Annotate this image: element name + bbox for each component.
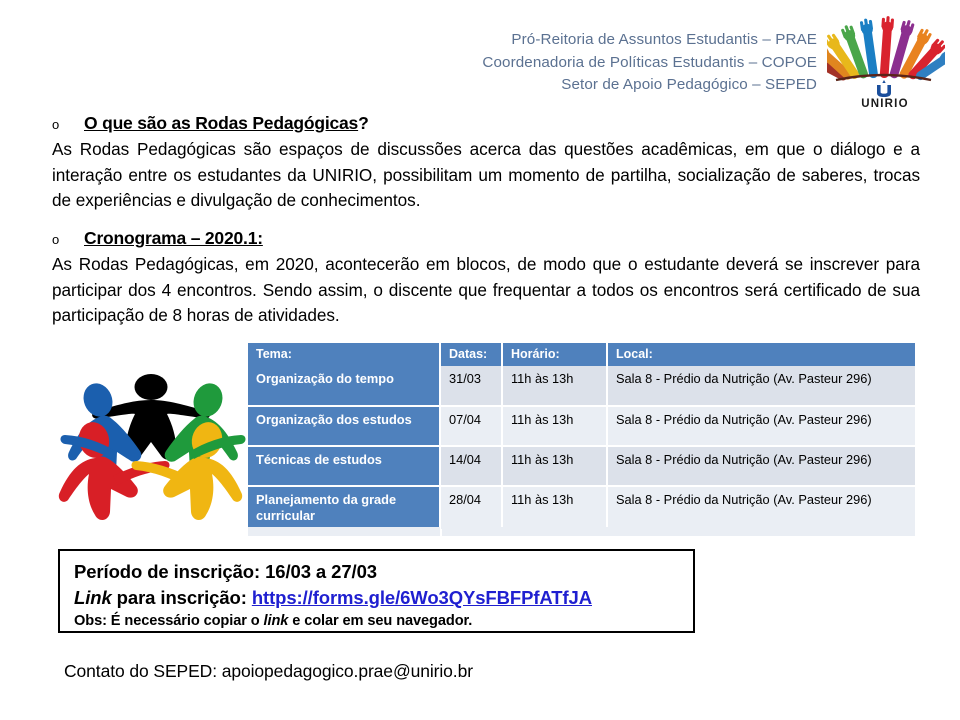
- cell-data: 07/04: [440, 406, 503, 447]
- section-o-que-sao: o O que são as Rodas Pedagógicas? As Rod…: [52, 113, 920, 214]
- contact-line: Contato do SEPED: apoiopedagogico.prae@u…: [64, 661, 473, 681]
- cell-horario: 11h às 13h: [502, 446, 608, 487]
- section2-heading-row: o Cronograma – 2020.1:: [52, 228, 920, 249]
- cell-horario: 11h às 13h: [502, 486, 608, 531]
- cell-data: 14/04: [440, 446, 503, 487]
- cell-local: Sala 8 - Prédio da Nutrição (Av. Pasteur…: [607, 366, 915, 407]
- inscription-obs-italic: link: [263, 613, 289, 629]
- inscription-period-label: Período de inscrição:: [74, 561, 261, 582]
- figure-blue-arm: [60, 435, 117, 459]
- inscription-period-value: 16/03 a 27/03: [265, 561, 377, 582]
- cell-tema: Organização do tempo: [248, 366, 441, 407]
- people-circle-icon: [58, 374, 246, 521]
- unirio-wordmark: UNIRIO: [861, 98, 908, 110]
- header-org-titles: Pró-Reitoria de Assuntos Estudantis – PR…: [482, 14, 827, 97]
- unirio-logo: UNIRIO: [827, 14, 945, 110]
- cell-tema: Organização dos estudos: [248, 406, 441, 447]
- col-header-local: Local:: [607, 343, 915, 366]
- table-row: Organização dos estudos 07/04 11h às 13h…: [248, 406, 915, 447]
- people-circle-illustration: [55, 358, 250, 533]
- header-line-prae: Pró-Reitoria de Assuntos Estudantis – PR…: [511, 31, 817, 48]
- section2-paragraph: As Rodas Pedagógicas, em 2020, acontecer…: [52, 254, 920, 325]
- section1-heading: O que são as Rodas Pedagógicas?: [84, 113, 369, 134]
- header-line-copoe: Coordenadoria de Políticas Estudantis – …: [482, 53, 817, 71]
- cell-tema: Técnicas de estudos: [248, 446, 441, 487]
- inscription-link-label-italic: Link: [74, 587, 112, 608]
- section2-heading-underlined: Cronograma – 2020.1:: [84, 228, 263, 248]
- col-header-datas: Datas:: [440, 343, 503, 366]
- table-row: Planejamento da grade curricular 28/04 1…: [248, 486, 915, 531]
- table-bottom-strip: [248, 527, 915, 536]
- header-line-seped: Setor de Apoio Pedagógico – SEPED: [561, 76, 817, 93]
- inscription-obs-pre: Obs: É necessário copiar o: [74, 613, 264, 629]
- inscription-obs-post: e colar em seu navegador.: [288, 613, 473, 629]
- cell-local: Sala 8 - Prédio da Nutrição (Av. Pasteur…: [607, 406, 915, 447]
- inscription-link-label-rest: para inscrição:: [111, 587, 247, 608]
- table-bottom-strip-left: [248, 527, 440, 536]
- cell-tema: Planejamento da grade curricular: [248, 486, 441, 531]
- table-header-row: Tema: Datas: Horário: Local:: [248, 343, 915, 366]
- cell-horario: 11h às 13h: [502, 366, 608, 407]
- section2-heading: Cronograma – 2020.1:: [84, 228, 263, 249]
- table-bottom-strip-right: [442, 527, 915, 536]
- section1-heading-row: o O que são as Rodas Pedagógicas?: [52, 113, 920, 134]
- cell-horario: 11h às 13h: [502, 406, 608, 447]
- table-row: Técnicas de estudos 14/04 11h às 13h Sal…: [248, 446, 915, 487]
- bullet-icon: o: [52, 232, 60, 247]
- section1-paragraph: As Rodas Pedagógicas são espaços de disc…: [52, 139, 920, 210]
- figure-green-arm: [189, 435, 246, 459]
- inscription-period-line: Período de inscrição: 16/03 a 27/03: [74, 559, 693, 584]
- col-header-tema: Tema:: [248, 343, 441, 366]
- inscription-obs-line: Obs: É necessário copiar o link e colar …: [74, 611, 693, 631]
- cell-local: Sala 8 - Prédio da Nutrição (Av. Pasteur…: [607, 446, 915, 487]
- section1-heading-tail: ?: [358, 113, 369, 133]
- cell-data: 31/03: [440, 366, 503, 407]
- inscription-box: Período de inscrição: 16/03 a 27/03 Link…: [58, 549, 695, 633]
- section1-heading-underlined: O que são as Rodas Pedagógicas: [84, 113, 359, 133]
- bullet-icon: o: [52, 117, 60, 132]
- col-header-horario: Horário:: [502, 343, 608, 366]
- inscription-form-link[interactable]: https://forms.gle/6Wo3QYsFBFPfATfJA: [251, 587, 592, 608]
- cell-data: 28/04: [440, 486, 503, 531]
- inscription-link-line: Link para inscrição: https://forms.gle/6…: [74, 584, 693, 611]
- schedule-table: Tema: Datas: Horário: Local: Organização…: [248, 343, 915, 531]
- unirio-logo-icon: UNIRIO: [827, 16, 945, 110]
- table-row: Organização do tempo 31/03 11h às 13h Sa…: [248, 366, 915, 407]
- cell-local: Sala 8 - Prédio da Nutrição (Av. Pasteur…: [607, 486, 915, 531]
- page-header: Pró-Reitoria de Assuntos Estudantis – PR…: [400, 14, 945, 110]
- figure-black: [92, 374, 210, 460]
- section-cronograma: o Cronograma – 2020.1: As Rodas Pedagógi…: [52, 228, 920, 329]
